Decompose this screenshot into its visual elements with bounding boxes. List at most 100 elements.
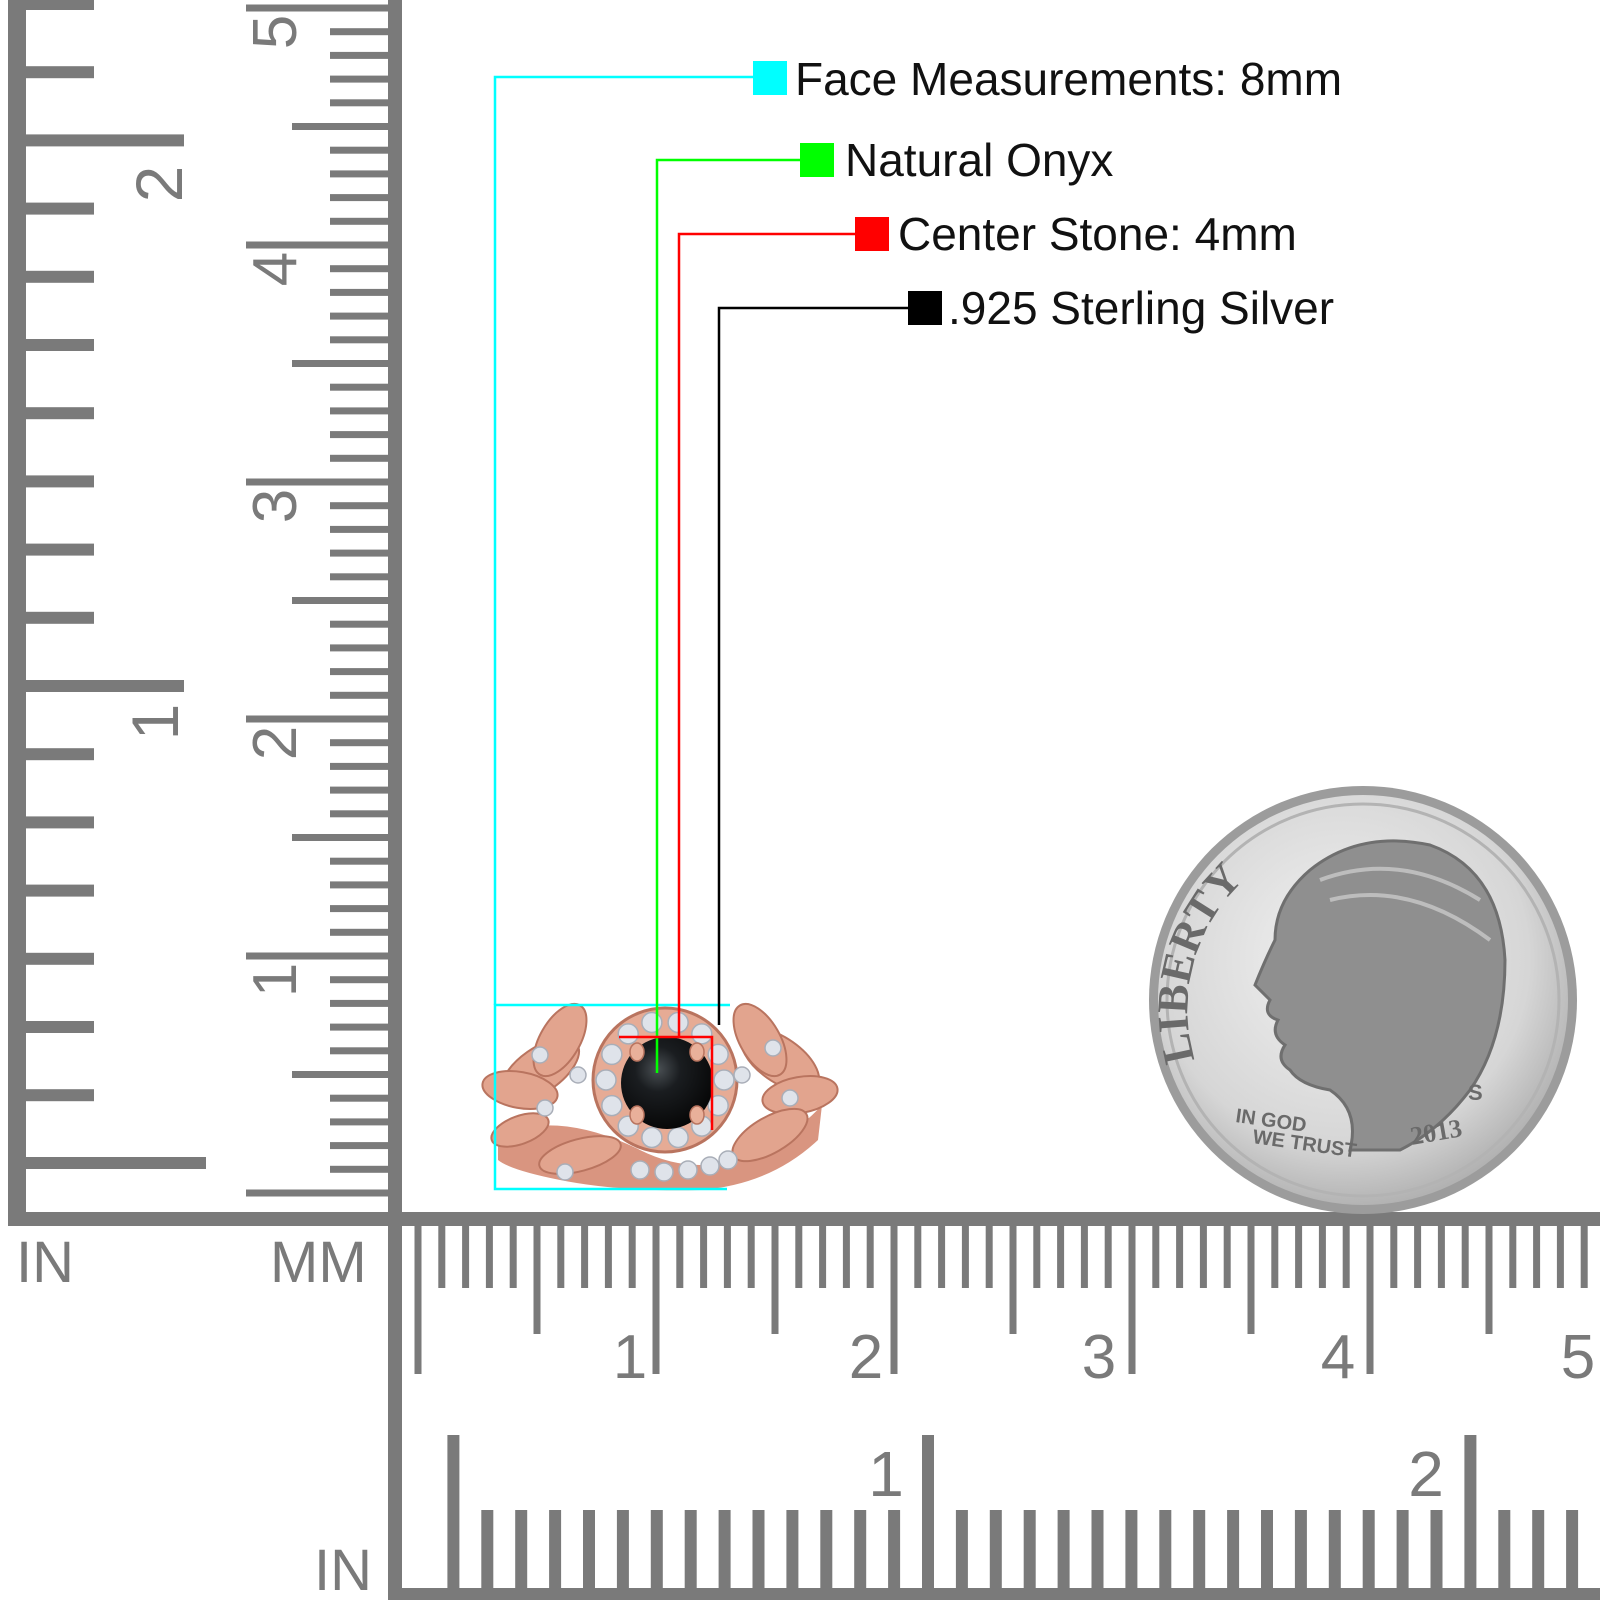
inch-minor-tick: [1091, 1510, 1104, 1588]
mm-cm-tick: [652, 1226, 660, 1374]
mm-tick: [330, 668, 388, 676]
inch-minor-tick: [888, 1510, 901, 1588]
ring-leaf: [481, 1070, 559, 1110]
inch-major-tick: [26, 1157, 206, 1169]
inch-minor-tick: [26, 1089, 94, 1102]
accent-diamond: [531, 1046, 549, 1064]
band-diamond: [654, 1162, 674, 1182]
inch-minor-tick: [616, 1510, 629, 1588]
callout-line-center-stone: [677, 232, 855, 1037]
mm-tick: [330, 28, 388, 36]
inch-minor-tick: [481, 1510, 494, 1588]
mm-tick: [330, 691, 388, 699]
ring-prong: [629, 1105, 645, 1125]
mm-tick: [1033, 1226, 1041, 1288]
mm-tick: [557, 1226, 565, 1288]
inch-minor-tick: [26, 748, 94, 761]
mm-tick: [330, 905, 388, 913]
inch-minor-tick: [26, 816, 94, 829]
halo-diamond: [641, 1126, 663, 1149]
mm-tick: [533, 1226, 541, 1334]
mm-cm-tick: [246, 952, 388, 960]
horizontal-inch-label-1: 1: [868, 1438, 904, 1510]
coin-hair-detail: [1319, 866, 1492, 942]
center-stone-measure-bracket: [619, 1035, 714, 1130]
mm-tick: [330, 383, 388, 391]
vertical-cm-label-1: 1: [241, 963, 310, 997]
mm-tick: [292, 360, 388, 367]
mm-tick: [1556, 1226, 1564, 1288]
inch-minor-tick: [1396, 1510, 1409, 1588]
inch-minor-tick: [26, 475, 94, 488]
inch-minor-tick: [854, 1510, 867, 1588]
mm-tick: [330, 999, 388, 1007]
mm-tick: [938, 1226, 946, 1288]
vertical-cm-label-3: 3: [241, 489, 310, 523]
mm-tick: [330, 810, 388, 818]
mm-tick: [985, 1226, 993, 1288]
accent-diamond: [569, 1066, 587, 1084]
mm-tick: [1390, 1226, 1398, 1288]
callout-line-face: [493, 75, 753, 1005]
mm-tick: [330, 265, 388, 273]
vertical-inch-ticks: [26, 0, 206, 1169]
horizontal-ruler: 1 2 3 4 5 1 2: [388, 1212, 1600, 1600]
callout-line-onyx: [655, 158, 800, 1073]
mm-tick: [330, 75, 388, 83]
inch-major-tick: [26, 680, 184, 692]
mm-tick: [330, 857, 388, 865]
mm-tick: [292, 834, 388, 841]
accent-diamond: [733, 1066, 751, 1084]
mm-tick: [1271, 1226, 1279, 1288]
inch-minor-tick: [1125, 1510, 1138, 1588]
halo-diamond: [691, 1023, 713, 1045]
halo-diamond: [617, 1023, 639, 1045]
vertical-ruler: 1 2 1 2 3 4 5: [8, 0, 402, 1226]
inch-minor-tick: [583, 1510, 595, 1588]
coin-portrait-profile: [1253, 839, 1507, 1152]
inch-minor-tick: [684, 1510, 697, 1588]
vertical-inch-label-2: 2: [122, 166, 196, 203]
horizontal-ruler-left-edge: [388, 1212, 402, 1600]
inch-minor-tick: [1362, 1510, 1375, 1588]
mm-tick: [795, 1226, 803, 1288]
callout-label-face: Face Measurements: 8mm: [795, 53, 1342, 105]
inch-minor-tick: [26, 202, 94, 215]
horizontal-inch-label-2: 2: [1408, 1438, 1444, 1510]
halo-diamond: [713, 1069, 735, 1091]
accent-diamond: [556, 1163, 574, 1181]
mm-tick: [330, 786, 388, 794]
mm-tick: [330, 194, 388, 202]
inch-minor-tick: [1159, 1510, 1172, 1588]
mm-tick: [330, 1023, 388, 1031]
mm-cm-tick: [246, 715, 388, 723]
inch-major-tick: [1464, 1435, 1477, 1588]
mm-tick: [1509, 1226, 1517, 1288]
mm-tick: [330, 407, 388, 415]
vertical-ruler-right-edge: [388, 0, 402, 1226]
halo-diamond: [601, 1094, 623, 1117]
mm-tick: [330, 170, 388, 178]
inch-minor-tick: [1532, 1510, 1545, 1588]
mm-tick: [330, 454, 388, 462]
mm-tick: [462, 1226, 470, 1288]
inch-minor-tick: [1430, 1510, 1443, 1588]
mm-tick: [676, 1226, 684, 1288]
inch-minor-tick: [1261, 1510, 1273, 1588]
mm-tick: [330, 1047, 388, 1055]
mm-tick: [1295, 1226, 1303, 1288]
inch-major-tick: [447, 1435, 460, 1588]
horizontal-mm-ticks: [414, 1226, 1588, 1374]
inch-minor-tick: [752, 1510, 765, 1588]
mm-tick: [330, 99, 388, 107]
mm-tick: [1152, 1226, 1160, 1288]
mm-tick: [330, 573, 388, 581]
vertical-cm-label-2: 2: [241, 726, 310, 760]
mm-tick: [330, 644, 388, 652]
mm-tick: [700, 1226, 708, 1288]
legend-swatch-cyan: [753, 61, 787, 95]
mm-tick: [330, 1142, 388, 1150]
mm-tick: [1342, 1226, 1350, 1288]
mm-tick: [1485, 1226, 1493, 1334]
coin-mint-mark: S: [1468, 1080, 1483, 1105]
